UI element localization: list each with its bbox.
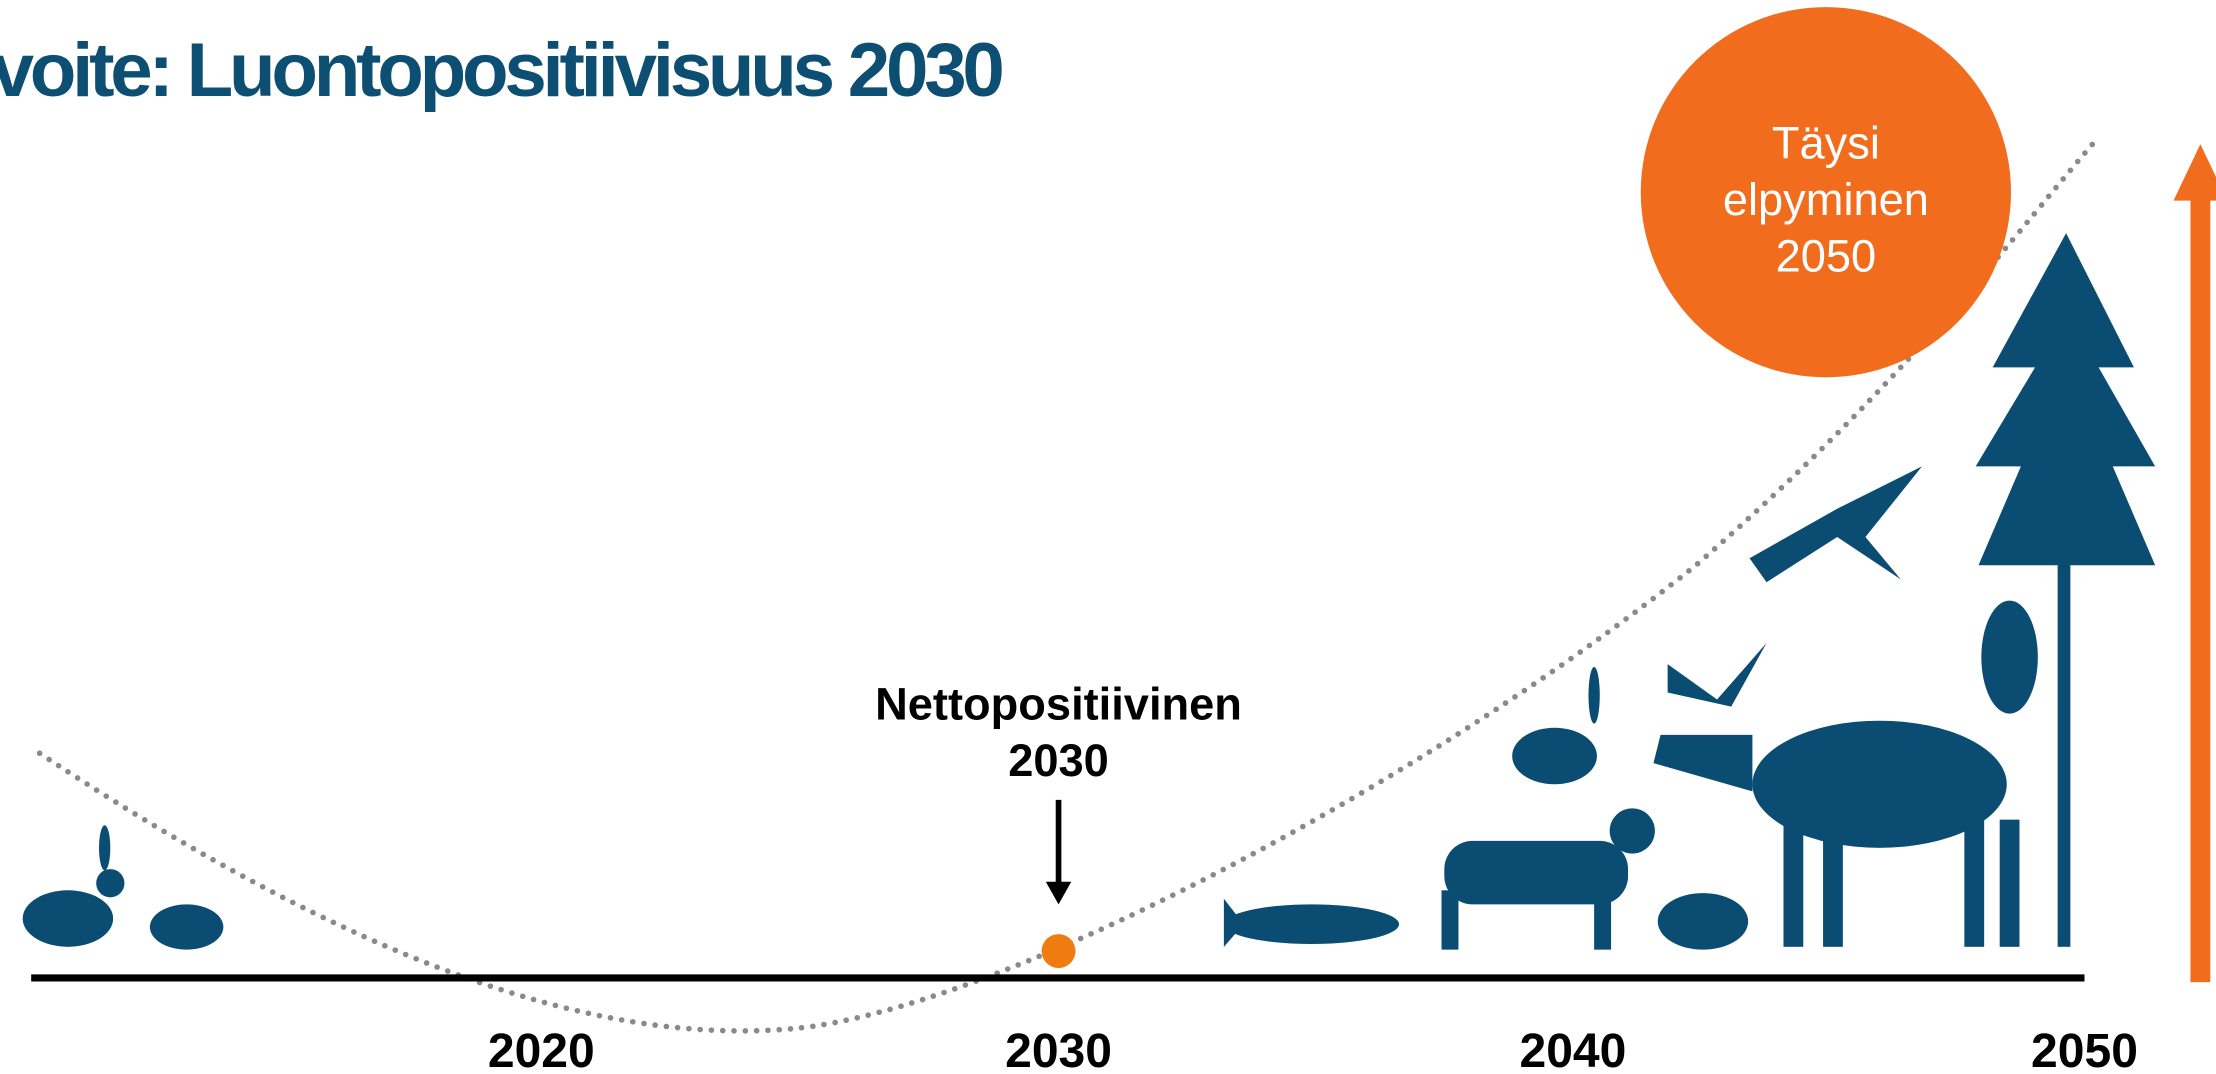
tree-crown	[1976, 233, 2155, 565]
annotation-arrow-head	[1046, 882, 1071, 905]
growth-arrow-head	[2174, 144, 2216, 201]
moose-leg	[1823, 820, 1843, 947]
hedgehog	[1658, 893, 1748, 950]
hare	[23, 890, 113, 947]
moose-head	[1653, 735, 1752, 792]
hare-ear	[1588, 667, 1599, 724]
hare-head	[96, 869, 124, 897]
title: voite: Luontopositiivisuus 2030	[0, 28, 1002, 113]
hedgehog	[150, 904, 223, 949]
fish-tail	[1224, 899, 1244, 947]
lynx-head	[1610, 808, 1655, 853]
moose-leg	[1783, 820, 1803, 947]
lynx-leg	[1442, 890, 1459, 949]
fish	[1224, 904, 1399, 944]
moose-leg	[2000, 820, 2020, 947]
axis-label: 2050	[2031, 1025, 2138, 1074]
goal-text: Täysi	[1772, 117, 1880, 168]
moose-antler	[1668, 643, 1767, 707]
axis-label: 2040	[1519, 1025, 1626, 1074]
hare-ear	[99, 825, 110, 870]
goal-text: 2050	[1776, 230, 1877, 281]
eagle	[1750, 466, 1922, 582]
diagram: voite: Luontopositiivisuus 2030 Täysi el…	[0, 0, 2216, 1074]
annotation-text: 2030	[1008, 735, 1109, 786]
milestone-dot	[1042, 934, 1076, 968]
axis-label: 2030	[1005, 1025, 1112, 1074]
annotation-text: Nettopositiivinen	[875, 678, 1242, 729]
moose-leg	[1964, 820, 1984, 947]
hare	[1512, 728, 1597, 785]
axis-label: 2020	[488, 1025, 595, 1074]
goal-text: elpyminen	[1723, 174, 1929, 225]
lynx-leg	[1594, 890, 1611, 949]
owl	[1981, 601, 2038, 714]
